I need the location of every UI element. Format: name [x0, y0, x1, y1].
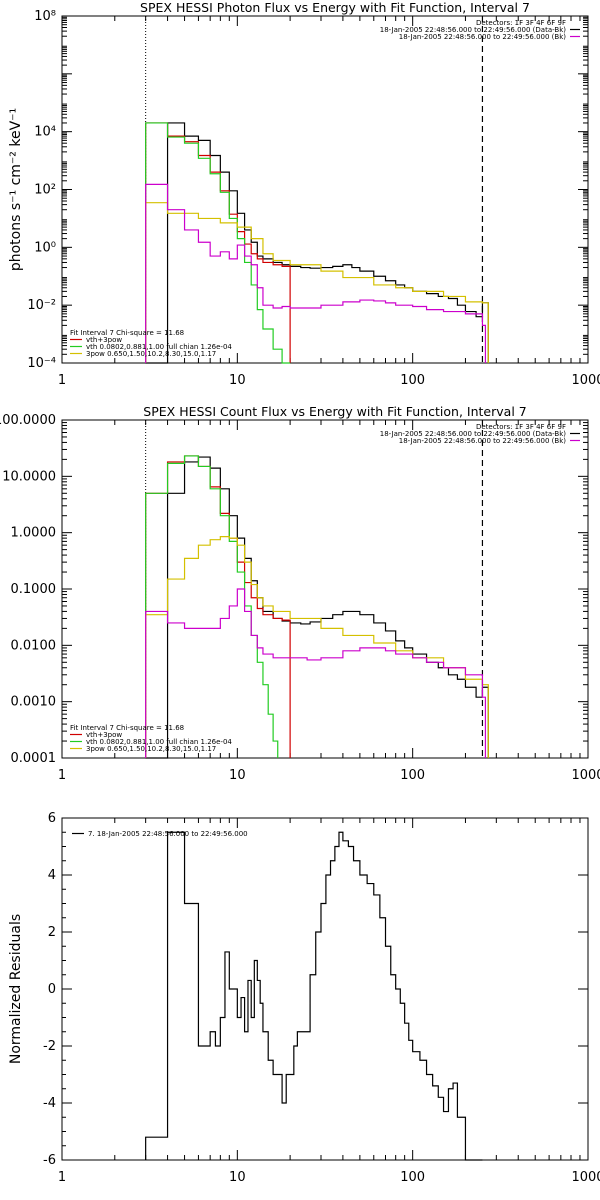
- y-tick-label: 10.0000: [2, 469, 56, 484]
- y-tick-label: 10⁻²: [27, 298, 56, 313]
- plot-frame: [61, 419, 589, 759]
- series-black: [145, 456, 489, 759]
- legend-top-right-entry: Detectors: 1F 3F 4F 6F 9F: [476, 19, 566, 27]
- plot-frame: [61, 817, 589, 1161]
- y-tick-label: 0: [48, 982, 56, 997]
- legend-top-right-entry: 18-Jan-2005 22:48:56.000 to 22:49:56.000…: [380, 430, 567, 438]
- plot-frame: [61, 15, 589, 364]
- y-tick-label: 2: [48, 925, 56, 940]
- x-tick-label: 10: [229, 1170, 246, 1185]
- legend-top-right-entry: Detectors: 1F 3F 4F 6F 9F: [476, 423, 566, 431]
- y-tick-label: 0.0010: [11, 695, 57, 710]
- series-green: [145, 122, 291, 364]
- y-tick-label: 0.0001: [11, 751, 57, 766]
- y-tick-label: 10⁸: [34, 9, 56, 24]
- legend-bottom-left-entry: 3pow 0.650,1.50,10.2,8.30,15.0,1.17: [86, 350, 216, 358]
- y-tick-label: 10⁴: [34, 125, 56, 140]
- y-tick-label: -2: [43, 1039, 56, 1054]
- legend-bottom-left-entry: vth+3pow: [86, 731, 122, 739]
- x-tick-label: 100: [400, 768, 425, 783]
- x-tick-label: 10: [229, 373, 246, 388]
- legend-bottom-left-entry: vth+3pow: [86, 336, 122, 344]
- y-tick-label: 100.0000: [0, 413, 56, 428]
- x-tick-label: 100: [400, 1170, 425, 1185]
- x-tick-label: 1: [58, 768, 66, 783]
- series-green: [145, 455, 279, 758]
- legend-top-right-entry: 18-Jan-2005 22:48:56.000 to 22:49:56.000…: [399, 437, 567, 445]
- series-magenta: [145, 183, 487, 363]
- legend-bottom-left-entry: vth 0.0802,0.881,1.00 full chian 1.26e-0…: [86, 738, 232, 746]
- y-axis-label: Normalized Residuals: [8, 914, 24, 1064]
- y-tick-label: 4: [48, 868, 56, 883]
- y-tick-label: -4: [43, 1096, 56, 1111]
- y-tick-label: -6: [43, 1153, 56, 1168]
- chart-title: SPEX HESSI Count Flux vs Energy with Fit…: [143, 404, 526, 419]
- y-tick-label: 0.0100: [11, 638, 57, 653]
- chart-panel-2: SPEX HESSI Count Flux vs Energy with Fit…: [0, 404, 600, 783]
- y-tick-label: 0.1000: [11, 582, 57, 597]
- chart-panel-1: SPEX HESSI Photon Flux vs Energy with Fi…: [8, 0, 600, 388]
- legend-bottom-left-entry: Fit Interval 7 Chi-square = 11.68: [70, 329, 184, 337]
- legend-bottom-left-entry: vth 0.0802,0.881,1.00 full chian 1.26e-0…: [86, 343, 232, 351]
- series-gold: [145, 202, 489, 363]
- x-tick-label: 10: [229, 768, 246, 783]
- series-gold: [145, 536, 489, 758]
- series-black: [145, 122, 489, 364]
- x-tick-label: 1: [58, 1170, 66, 1185]
- series-magenta: [145, 588, 487, 758]
- chart-title: SPEX HESSI Photon Flux vs Energy with Fi…: [140, 0, 530, 15]
- series-black: [145, 831, 483, 1161]
- y-tick-label: 10⁻⁴: [27, 356, 56, 371]
- chart-panel-3: Normalized Residuals 1 10 100 1000 -6 -4 -2 0 2 4 6…: [8, 811, 600, 1185]
- legend-top-left-entry: 7. 18-Jan-2005 22:48:56.000 to 22:49:56.…: [88, 830, 248, 838]
- y-axis-label: photons s⁻¹ cm⁻² keV⁻¹: [8, 108, 24, 271]
- x-tick-label: 1: [58, 373, 66, 388]
- legend-top-right-entry: 18-Jan-2005 22:48:56.000 to 22:49:56.000…: [380, 26, 567, 34]
- y-tick-label: 1.0000: [11, 526, 57, 541]
- y-tick-label: 6: [48, 811, 56, 826]
- y-tick-label: 10⁰: [34, 240, 56, 255]
- x-tick-label: 1000: [571, 373, 600, 388]
- x-tick-label: 1000: [571, 768, 600, 783]
- x-tick-label: 100: [400, 373, 425, 388]
- legend-bottom-left-entry: Fit Interval 7 Chi-square = 11.68: [70, 724, 184, 732]
- legend-top-right-entry: 18-Jan-2005 22:48:56.000 to 22:49:56.000…: [399, 33, 567, 41]
- x-tick-label: 1000: [571, 1170, 600, 1185]
- y-tick-label: 10²: [34, 183, 56, 198]
- legend-bottom-left-entry: 3pow 0.650,1.50,10.2,8.30,15.0,1.17: [86, 745, 216, 753]
